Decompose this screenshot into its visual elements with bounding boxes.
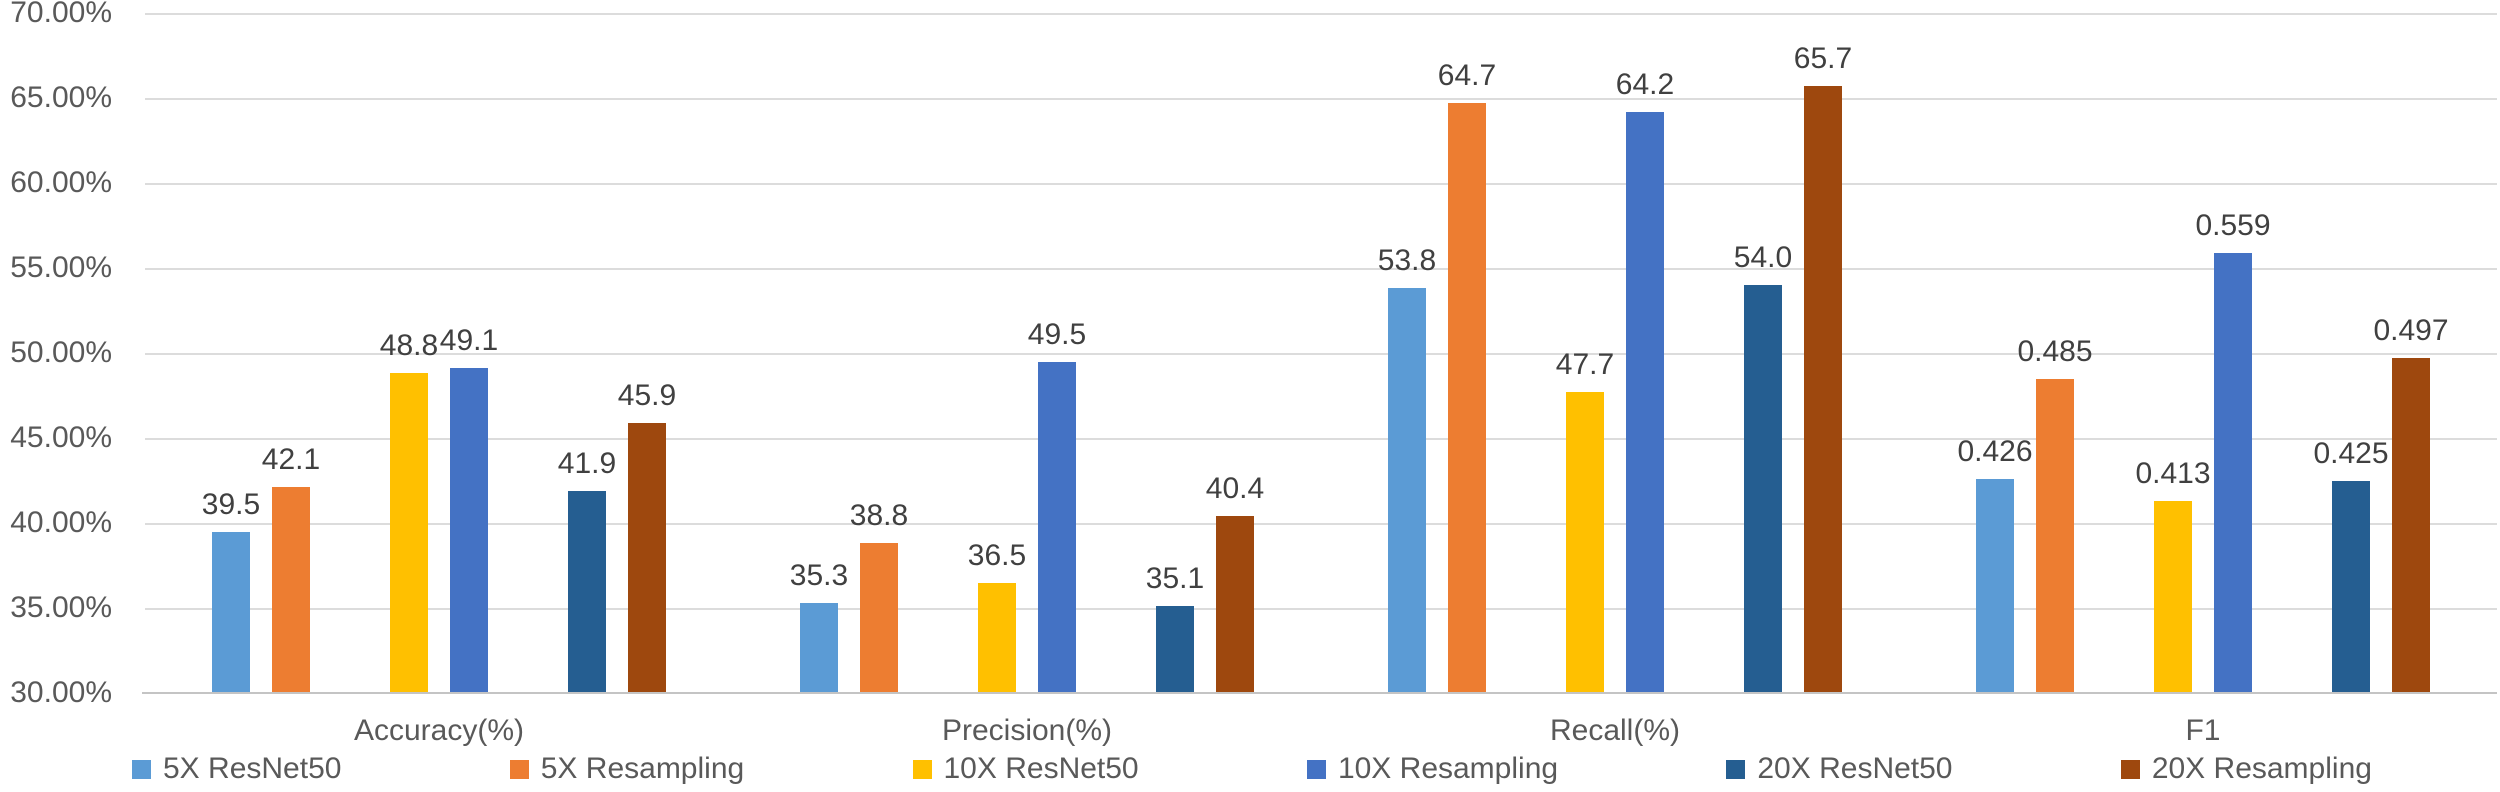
legend-swatch-icon — [132, 759, 151, 779]
category-label: Accuracy(%) — [353, 714, 525, 747]
bar: 54.0 — [1734, 243, 1792, 693]
gridline — [145, 353, 2497, 355]
x-axis-line — [142, 692, 2497, 694]
y-tick-label: 55.00% — [10, 251, 112, 284]
bar: 49.5 — [1028, 319, 1086, 693]
legend-item: 20X Resampling — [2120, 752, 2372, 785]
y-tick-label: 40.00% — [10, 506, 112, 539]
bar: 64.7 — [1438, 61, 1496, 693]
bar: 0.485 — [2017, 336, 2093, 693]
data-label: 41.9 — [557, 446, 617, 480]
gridline — [145, 13, 2497, 15]
bar: 0.413 — [2135, 458, 2211, 693]
gridline — [145, 608, 2497, 610]
data-label: 53.8 — [1377, 244, 1437, 278]
data-label: 49.1 — [439, 324, 499, 358]
y-tick-label: 45.00% — [10, 421, 112, 454]
category-label: F1 — [2185, 714, 2221, 747]
legend-swatch-icon — [2120, 759, 2140, 779]
bar: 49.1 — [440, 326, 498, 693]
data-label: 54.0 — [1733, 241, 1793, 274]
bar: 0.559 — [2195, 210, 2271, 693]
bar: 64.2 — [1616, 69, 1674, 693]
legend-label: 5X Resampling — [540, 752, 745, 785]
bar: 39.5 — [202, 489, 260, 693]
data-label: 40.4 — [1205, 472, 1265, 506]
gridline — [145, 98, 2497, 100]
y-tick-label: 60.00% — [10, 166, 112, 199]
legend-label: 20X ResNet50 — [1757, 752, 1953, 785]
data-label: 64.2 — [1615, 67, 1675, 101]
legend-swatch-icon — [509, 759, 529, 779]
bar-group: 53.8 64.7 47.7 64.2 54.0 65.7 — [1321, 13, 1909, 693]
data-label: 0.497 — [2373, 314, 2449, 348]
data-label: 0.426 — [1957, 434, 2033, 468]
data-label: 36.5 — [967, 538, 1027, 572]
bar: 40.4 — [1206, 474, 1264, 693]
bar-group: 0.426 0.485 0.413 0.559 0.425 0.497 — [1909, 13, 2497, 693]
gridline — [145, 438, 2497, 440]
bar: 42.1 — [262, 445, 320, 693]
legend: 5X ResNet50 5X Resampling 10X ResNet50 10X … — [132, 754, 2372, 784]
gridline — [145, 268, 2497, 270]
bar: 53.8 — [1378, 246, 1436, 693]
category-label: Recall(%) — [1549, 714, 1681, 747]
data-label: 65.7 — [1793, 42, 1853, 76]
data-label: 0.559 — [2195, 208, 2271, 242]
category-label: Precision(%) — [941, 714, 1113, 747]
legend-item: 10X Resampling — [1306, 752, 1559, 785]
legend-item: 5X ResNet50 — [132, 754, 341, 784]
bar: 38.8 — [850, 501, 908, 693]
bar: 0.425 — [2313, 438, 2389, 693]
gridline — [145, 523, 2497, 525]
x-axis: Accuracy(%) Precision(%) Recall(%) F1 — [145, 716, 2497, 746]
y-tick-label: 30.00% — [10, 676, 112, 709]
bar: 45.9 — [618, 380, 676, 693]
legend-swatch-icon — [1726, 759, 1746, 779]
bar-group: 39.5 42.1 48.8 49.1 41.9 45.9 — [145, 13, 733, 693]
bar: 36.5 — [968, 540, 1026, 693]
y-axis: 70.00% 65.00% 60.00% 55.00% 50.00% 45.00% 40.0… — [0, 0, 130, 708]
bar: 35.3 — [790, 560, 848, 693]
data-label: 38.8 — [849, 499, 909, 533]
legend-label: 20X Resampling — [2151, 752, 2372, 785]
legend-item: 5X Resampling — [509, 752, 745, 785]
data-label: 35.3 — [789, 558, 849, 592]
plot-area: 39.5 42.1 48.8 49.1 41.9 45.9 35.3 38.8 36.5 49.5… — [142, 13, 2497, 694]
data-label: 48.8 — [379, 329, 439, 363]
legend-label: 5X ResNet50 — [163, 752, 342, 785]
bar: 35.1 — [1146, 564, 1204, 693]
legend-item: 20X ResNet50 — [1726, 752, 1953, 785]
y-tick-label: 50.00% — [10, 336, 112, 369]
y-tick-label: 35.00% — [10, 591, 112, 624]
data-label: 45.9 — [617, 378, 677, 412]
data-label: 64.7 — [1437, 59, 1497, 93]
legend-swatch-icon — [1306, 759, 1326, 779]
data-label: 42.1 — [261, 443, 321, 477]
legend-swatch-icon — [912, 759, 932, 779]
data-label: 49.5 — [1027, 317, 1087, 351]
gridline — [145, 183, 2497, 185]
bar-groups: 39.5 42.1 48.8 49.1 41.9 45.9 35.3 38.8 36.5 49.5… — [145, 13, 2497, 693]
data-label: 39.5 — [201, 487, 261, 521]
bar: 48.8 — [380, 331, 438, 693]
legend-label: 10X ResNet50 — [943, 752, 1139, 785]
bar: 65.7 — [1794, 44, 1852, 693]
y-tick-label: 65.00% — [10, 81, 112, 114]
legend-label: 10X Resampling — [1337, 752, 1559, 785]
data-label: 0.425 — [2313, 436, 2389, 470]
bar: 47.7 — [1556, 350, 1614, 693]
data-label: 35.1 — [1145, 562, 1205, 596]
y-tick-label: 70.00% — [10, 0, 112, 29]
bar-group: 35.3 38.8 36.5 49.5 35.1 40.4 — [733, 13, 1321, 693]
legend-item: 10X ResNet50 — [912, 752, 1139, 785]
data-label: 0.413 — [2135, 456, 2211, 490]
bar: 0.497 — [2373, 316, 2449, 693]
bar: 41.9 — [558, 448, 616, 693]
data-label: 47.7 — [1555, 348, 1615, 382]
data-label: 0.485 — [2017, 334, 2093, 368]
bar: 0.426 — [1957, 436, 2033, 693]
